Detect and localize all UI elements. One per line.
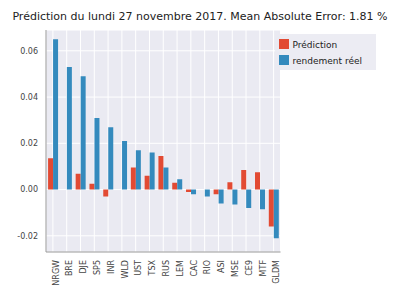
svg-text:TSX: TSX bbox=[148, 259, 157, 276]
svg-text:INR: INR bbox=[107, 260, 116, 274]
html-text:Prédiction du lundi 27 novembr: Prédiction du lundi 27 novembre 2017. Me… bbox=[12, 10, 388, 23]
svg-text:GLDM: GLDM bbox=[272, 260, 281, 284]
html-text:Prédiction: Prédiction bbox=[292, 40, 338, 50]
svg-text:WLD: WLD bbox=[121, 260, 130, 279]
svg-text:0.04: 0.04 bbox=[20, 93, 38, 102]
svg-text:SP5: SP5 bbox=[93, 260, 102, 275]
svg-text:0.00: 0.00 bbox=[20, 185, 38, 194]
svg-text:BRE: BRE bbox=[65, 260, 74, 276]
svg-text:CAC: CAC bbox=[190, 260, 199, 277]
svg-text:DJE: DJE bbox=[79, 260, 88, 274]
svg-text:ASI: ASI bbox=[217, 260, 226, 273]
svg-text:-0.02: -0.02 bbox=[17, 232, 38, 241]
svg-text:CE9: CE9 bbox=[245, 260, 254, 276]
svg-text:0.06: 0.06 bbox=[20, 47, 38, 56]
svg-text:RUS: RUS bbox=[162, 260, 171, 277]
svg-text:UST: UST bbox=[134, 260, 143, 276]
html-text:rendement réel: rendement réel bbox=[292, 56, 362, 66]
svg-text:MTF: MTF bbox=[259, 260, 268, 277]
svg-text:NRGW: NRGW bbox=[52, 260, 61, 286]
svg-text:MSE: MSE bbox=[231, 260, 240, 277]
svg-text:LEM: LEM bbox=[176, 260, 185, 277]
svg-text:RIO: RIO bbox=[203, 260, 212, 274]
svg-text:0.02: 0.02 bbox=[20, 139, 38, 148]
